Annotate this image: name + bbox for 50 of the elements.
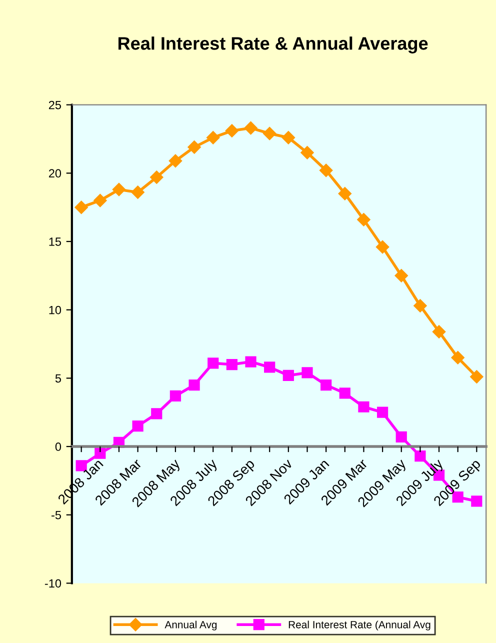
point — [151, 408, 162, 420]
point — [132, 420, 144, 432]
point — [170, 390, 182, 402]
point — [94, 194, 107, 208]
y-tick-label: 25 — [48, 100, 62, 110]
point — [451, 351, 464, 364]
y-tick-label: 0 — [55, 442, 62, 451]
point — [112, 182, 126, 196]
point — [357, 213, 370, 226]
point — [302, 367, 313, 378]
chart-title: Real Interest Rate & Annual Average — [118, 36, 428, 54]
point — [320, 379, 332, 391]
point — [282, 131, 295, 144]
y-tick-label: 10 — [49, 306, 62, 314]
point — [471, 496, 482, 507]
point — [376, 406, 388, 418]
point — [319, 164, 333, 178]
point — [300, 146, 314, 160]
point — [188, 140, 201, 154]
point — [432, 325, 446, 338]
point — [131, 186, 144, 199]
legend-label: Real Interest Rate (Annual Avg — [288, 620, 430, 630]
legend-label: Annual Avg — [164, 620, 217, 630]
y-tick-label: 15 — [49, 238, 62, 246]
point — [74, 200, 88, 214]
point — [208, 358, 219, 369]
point — [188, 379, 200, 391]
point — [94, 448, 106, 459]
point — [394, 269, 408, 282]
point — [225, 124, 239, 138]
point — [244, 121, 258, 135]
point — [245, 356, 256, 368]
point — [396, 431, 407, 443]
point — [414, 299, 427, 312]
point — [339, 388, 350, 399]
point — [282, 370, 294, 381]
point — [168, 154, 182, 168]
point — [376, 240, 390, 254]
point — [150, 170, 164, 184]
y-tick-label: 20 — [48, 169, 62, 178]
point — [226, 358, 238, 370]
point — [206, 131, 220, 144]
y-tick-label: -10 — [44, 579, 62, 588]
point — [338, 187, 352, 200]
point — [263, 126, 276, 140]
point — [358, 401, 370, 412]
y-tick-label: 5 — [55, 374, 62, 383]
y-tick-label: -5 — [52, 511, 62, 520]
point — [264, 362, 276, 373]
point — [470, 370, 484, 384]
